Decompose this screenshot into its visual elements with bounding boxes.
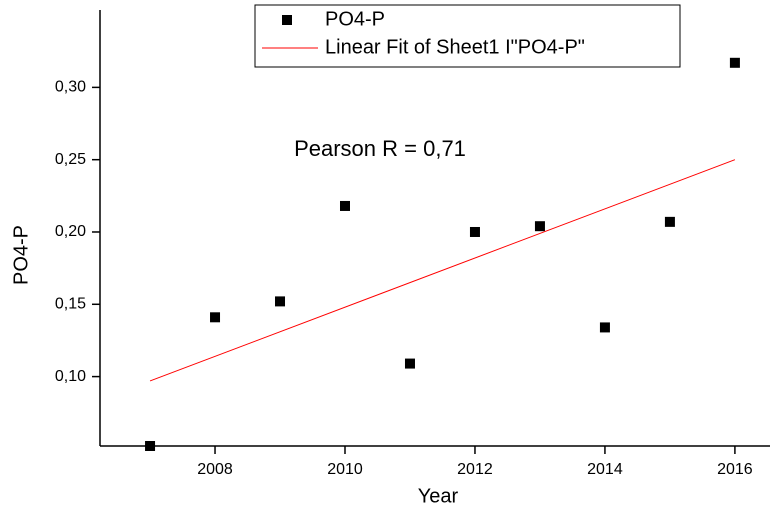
point: [729, 57, 740, 68]
y-tick-label: 0,20: [55, 223, 86, 240]
legend-marker: [282, 15, 292, 25]
x-tick-label: 2014: [587, 461, 623, 478]
legend-label: Linear Fit of Sheet1 I"PO4-P": [325, 36, 585, 58]
point: [664, 216, 675, 227]
point: [404, 358, 415, 369]
y-tick-label: 0,25: [55, 151, 86, 168]
legend-box: [254, 4, 681, 68]
y-axis-label: PO4-P: [10, 225, 32, 285]
y-tick-label: 0,15: [55, 296, 86, 313]
point: [534, 221, 545, 232]
x-tick-label: 2010: [327, 461, 363, 478]
point: [469, 226, 480, 237]
legend-label: PO4-P: [325, 8, 385, 30]
x-tick-label: 2012: [457, 461, 493, 478]
annotation: Pearson R = 0,71: [294, 136, 466, 161]
point: [145, 441, 156, 451]
point: [599, 322, 610, 333]
y-tick-label: 0,30: [55, 79, 86, 96]
x-tick-label: 2008: [197, 461, 233, 478]
y-tick-label: 0,10: [55, 368, 86, 385]
point: [339, 200, 350, 211]
point: [275, 296, 286, 307]
x-axis-label: Year: [418, 485, 459, 507]
point: [210, 312, 221, 323]
x-tick-label: 2016: [717, 461, 753, 478]
fit-line: [149, 159, 736, 382]
